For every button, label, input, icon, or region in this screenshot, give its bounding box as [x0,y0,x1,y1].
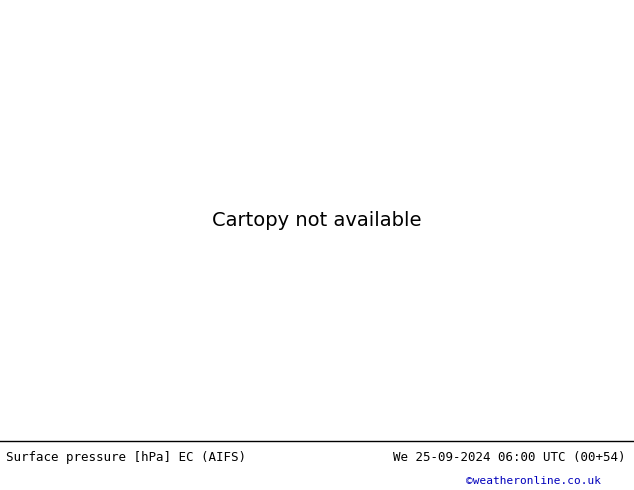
Text: Cartopy not available: Cartopy not available [212,211,422,229]
Text: ©weatheronline.co.uk: ©weatheronline.co.uk [466,476,601,486]
Text: We 25-09-2024 06:00 UTC (00+54): We 25-09-2024 06:00 UTC (00+54) [393,451,626,464]
Text: Surface pressure [hPa] EC (AIFS): Surface pressure [hPa] EC (AIFS) [6,451,247,464]
